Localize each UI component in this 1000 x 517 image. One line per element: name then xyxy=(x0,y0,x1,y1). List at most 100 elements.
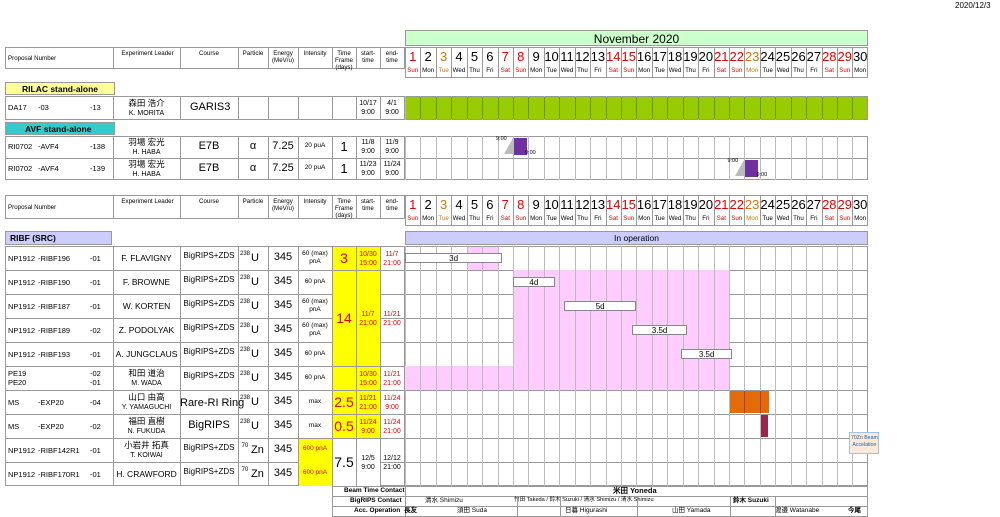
ribf-proposal-sub: -RIBF193 xyxy=(38,350,71,359)
ribf-proposal-sub: -EXP20 xyxy=(38,422,64,431)
rilac-col-line xyxy=(380,96,381,120)
day-divider xyxy=(636,195,638,226)
ribf-day-line-over xyxy=(667,246,669,486)
day-divider xyxy=(744,47,746,78)
rilac-green-divider xyxy=(667,97,669,119)
duration-label: 3.5d xyxy=(681,349,733,359)
day-divider xyxy=(729,47,731,78)
day-number: 15 xyxy=(621,49,636,64)
rilac-green-divider xyxy=(713,97,715,119)
ribf-intensity: 60 pnA xyxy=(304,374,326,381)
day-of-week: Tue xyxy=(654,67,665,74)
ribf-particle: U xyxy=(251,372,259,384)
day-divider xyxy=(790,195,792,226)
ribf-particle: U xyxy=(251,300,259,312)
day-divider xyxy=(405,195,406,226)
rilac-col-line xyxy=(113,96,114,120)
ribf-col-line xyxy=(180,246,181,486)
ribf-proposal-num: -01 xyxy=(90,254,101,263)
purple-beam-bar xyxy=(745,160,759,177)
zn-note-label: 70Zn Beam Accelation xyxy=(850,435,878,448)
day-number: 9 xyxy=(532,197,540,212)
f1-frame-end: 11/7 21:00 xyxy=(383,251,401,267)
day-divider xyxy=(667,195,669,226)
header-band-bottom xyxy=(5,195,405,219)
avf-end: 11/24 9:00 xyxy=(383,161,401,177)
header-divider xyxy=(380,47,381,69)
ribf-proposal-sub: -RIBF196 xyxy=(38,254,71,263)
ribf-leader: Z. PODOLYAK xyxy=(118,325,175,335)
day-of-week: Sat xyxy=(824,67,834,74)
day-number: 25 xyxy=(775,49,791,64)
in-operation-band xyxy=(405,231,868,245)
ribf-col-line xyxy=(268,246,269,486)
ribf-proposal: NP1912 xyxy=(8,326,36,335)
avf-proposal: RI0702 xyxy=(8,142,33,151)
day-number: 21 xyxy=(714,197,729,212)
ribf-proposal-sub: -EXP20 xyxy=(38,398,64,407)
ribf-particle: U xyxy=(251,324,259,336)
day-divider xyxy=(420,195,422,226)
rilac-proposal: DA17 xyxy=(8,103,27,112)
ribf-course: Rare-RI Ring xyxy=(180,397,245,409)
day-number: 28 xyxy=(822,197,837,212)
day-number: 21 xyxy=(714,49,729,64)
avf-particle: α xyxy=(249,162,257,174)
ribf-energy: 345 xyxy=(273,275,293,287)
avf-frame: 1 xyxy=(340,139,348,154)
avf-day-line xyxy=(574,136,576,180)
day-of-week: Tue xyxy=(654,215,665,222)
avf-col-line xyxy=(356,136,357,180)
day-number: 2 xyxy=(424,49,432,64)
avf-frame: 1 xyxy=(340,161,348,176)
day-number: 23 xyxy=(744,197,760,212)
ribf-leader-jp: 福田 直樹 xyxy=(128,416,165,426)
day-number: 15 xyxy=(621,197,636,212)
rilac-col-line xyxy=(356,96,357,120)
avf-day-line xyxy=(420,136,422,180)
day-divider xyxy=(759,195,761,226)
day-divider xyxy=(651,47,653,78)
day-divider xyxy=(759,47,761,78)
proposal-header: Proposal Number xyxy=(8,204,57,211)
day-number: 28 xyxy=(822,49,837,64)
avf-col-line xyxy=(268,136,269,180)
ribf-leader-jp: 小岩井 拓真 xyxy=(124,440,169,450)
day-of-week: Mon xyxy=(530,67,543,74)
ribf-intensity: max xyxy=(308,422,322,429)
header-divider xyxy=(298,47,299,69)
ribf-intensity: 60 pnA xyxy=(304,350,326,357)
day-divider xyxy=(543,195,545,226)
header-divider xyxy=(180,195,181,219)
avf-leader-en: H. HABA xyxy=(132,149,161,156)
day-of-week: Sun xyxy=(839,67,851,74)
ribf-proposal-sub: -RIBF189 xyxy=(38,326,71,335)
avf-section-tag xyxy=(5,122,115,135)
bigrips-contact: 竹田 Takeda / 鈴木 Suzuki / 清水 Shimizu / 清水 … xyxy=(514,497,654,503)
ribf-leader-en: Y. YAMAGUCHI xyxy=(121,404,172,411)
end-header: end-time xyxy=(385,198,399,213)
f6-frame-days: 7.5 xyxy=(334,454,354,470)
ribf-course: BigRIPS+ZDS xyxy=(183,371,235,380)
day-number: 30 xyxy=(852,197,868,212)
day-divider xyxy=(420,47,422,78)
avf-day-line xyxy=(821,136,823,180)
day-divider xyxy=(590,47,592,78)
day-divider xyxy=(482,195,484,226)
day-number: 7 xyxy=(501,197,509,212)
avf-day-line xyxy=(759,136,761,180)
day-divider xyxy=(729,195,731,226)
ribf-day-line-over xyxy=(513,246,514,486)
day-number: 6 xyxy=(486,49,494,64)
ribf-intensity: max xyxy=(308,398,322,405)
ribf-energy: 345 xyxy=(273,299,293,311)
day-number: 30 xyxy=(852,49,868,64)
day-of-week: Sun xyxy=(623,215,635,222)
avf-col-line xyxy=(332,136,333,180)
avf-day-line xyxy=(482,136,484,180)
avf-day-line xyxy=(543,136,545,180)
ribf-particle-mass: 238 xyxy=(239,347,250,353)
day-number: 10 xyxy=(544,49,559,64)
rilac-green-divider xyxy=(744,97,746,119)
report-date: 2020/12/3 xyxy=(955,1,991,10)
